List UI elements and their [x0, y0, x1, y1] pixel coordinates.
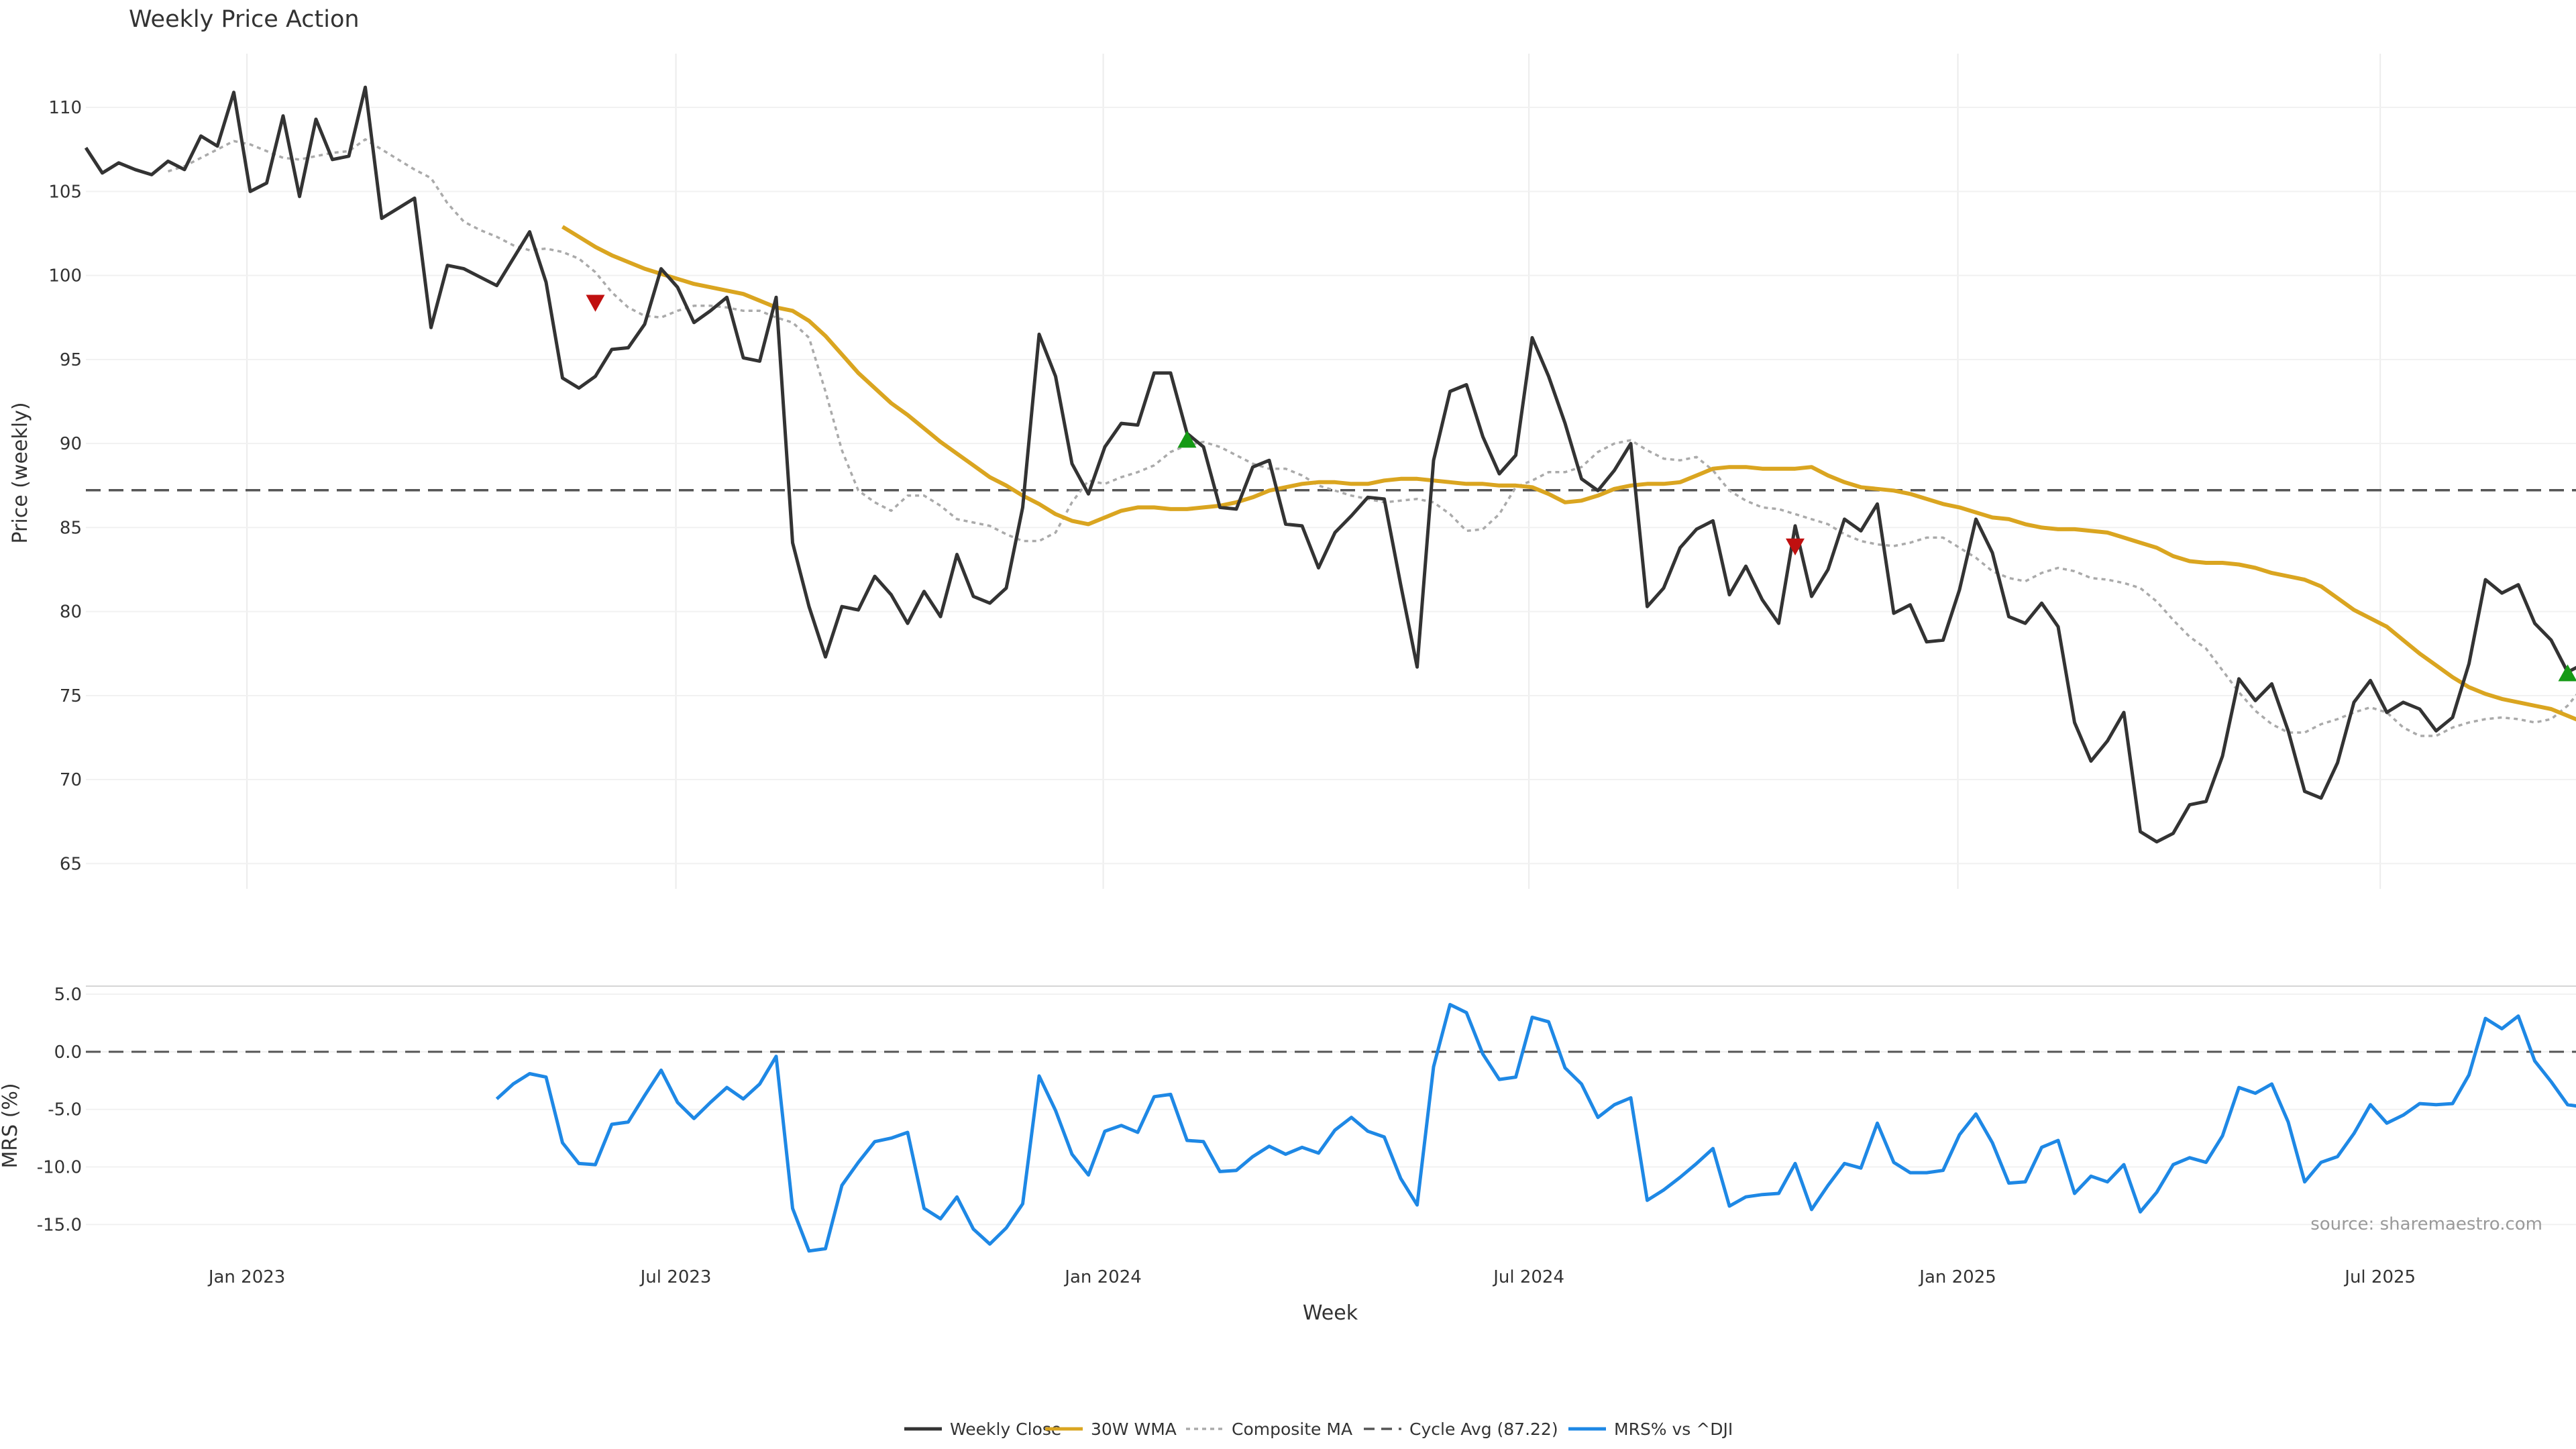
y-tick-label: 65 — [60, 854, 82, 874]
y-tick-label: 70 — [60, 770, 82, 790]
mrs-panel: -15.0 -10.0 -5.0 0.0 5.0 MRS (%) source: sha… — [0, 985, 2576, 1253]
legend-item: Composite MA — [1186, 1419, 1352, 1439]
y-tick-label: 100 — [48, 266, 82, 286]
wma-30w-line — [561, 225, 2576, 722]
signal-markers — [586, 294, 2576, 682]
buy-signal-marker — [1177, 431, 1197, 448]
chart-title: Weekly Price Action — [129, 6, 360, 33]
y-tick-label: -10.0 — [37, 1158, 82, 1178]
x-axis-label: Week — [1303, 1301, 1358, 1325]
x-axis-ticks: Jan 2023 Jul 2023 Jan 2024 Jul 2024 Jan 2025… — [207, 1267, 2416, 1287]
x-tick-label: Jul 2023 — [639, 1267, 712, 1287]
composite-ma-line — [167, 138, 2576, 737]
y-tick-label: -15.0 — [37, 1215, 82, 1235]
y-tick-label: 90 — [60, 434, 82, 454]
price-y-axis-label: Price (weekly) — [9, 402, 32, 543]
y-tick-label: 80 — [60, 602, 82, 623]
y-tick-label: -5.0 — [48, 1100, 82, 1120]
buy-signal-marker — [2558, 664, 2576, 682]
legend-label: 30W WMA — [1091, 1419, 1177, 1439]
y-tick-label: 95 — [60, 350, 82, 370]
price-y-axis-ticks: 65 70 75 80 85 90 95 100 105 110 — [48, 98, 2576, 874]
y-tick-label: 5.0 — [54, 985, 82, 1005]
x-tick-label: Jan 2024 — [1063, 1267, 1142, 1287]
y-tick-label: 75 — [60, 686, 82, 706]
x-tick-label: Jul 2025 — [2343, 1267, 2416, 1287]
legend-label: Weekly Close — [950, 1419, 1061, 1439]
y-tick-label: 0.0 — [54, 1042, 82, 1063]
legend-item: Weekly Close — [904, 1419, 1061, 1439]
sell-signal-marker — [1786, 538, 1805, 555]
chart-legend: Weekly Close 30W WMA Composite MA Cycle Avg… — [904, 1419, 1733, 1439]
price-vertical-gridlines — [246, 54, 2381, 889]
y-tick-label: 110 — [48, 98, 82, 118]
x-tick-label: Jan 2023 — [207, 1267, 286, 1287]
legend-label: Composite MA — [1232, 1419, 1352, 1439]
legend-item: Cycle Avg (87.22) — [1364, 1419, 1558, 1439]
price-panel: 65 70 75 80 85 90 95 100 105 110 Price (weekly) — [9, 54, 2576, 889]
legend-item: MRS% vs ^DJI — [1568, 1419, 1733, 1439]
x-tick-label: Jan 2025 — [1918, 1267, 1996, 1287]
weekly-close-line — [84, 85, 2576, 844]
legend-label: Cycle Avg (87.22) — [1409, 1419, 1558, 1439]
source-note: source: sharemaestro.com — [2310, 1214, 2542, 1234]
mrs-y-axis-label: MRS (%) — [0, 1083, 22, 1168]
x-tick-label: Jul 2024 — [1492, 1267, 1564, 1287]
legend-label: MRS% vs ^DJI — [1614, 1419, 1733, 1439]
sell-signal-marker — [586, 294, 605, 312]
legend-item: 30W WMA — [1045, 1419, 1177, 1439]
y-tick-label: 85 — [60, 518, 82, 538]
y-tick-label: 105 — [48, 182, 82, 202]
mrs-line — [495, 1003, 2576, 1253]
